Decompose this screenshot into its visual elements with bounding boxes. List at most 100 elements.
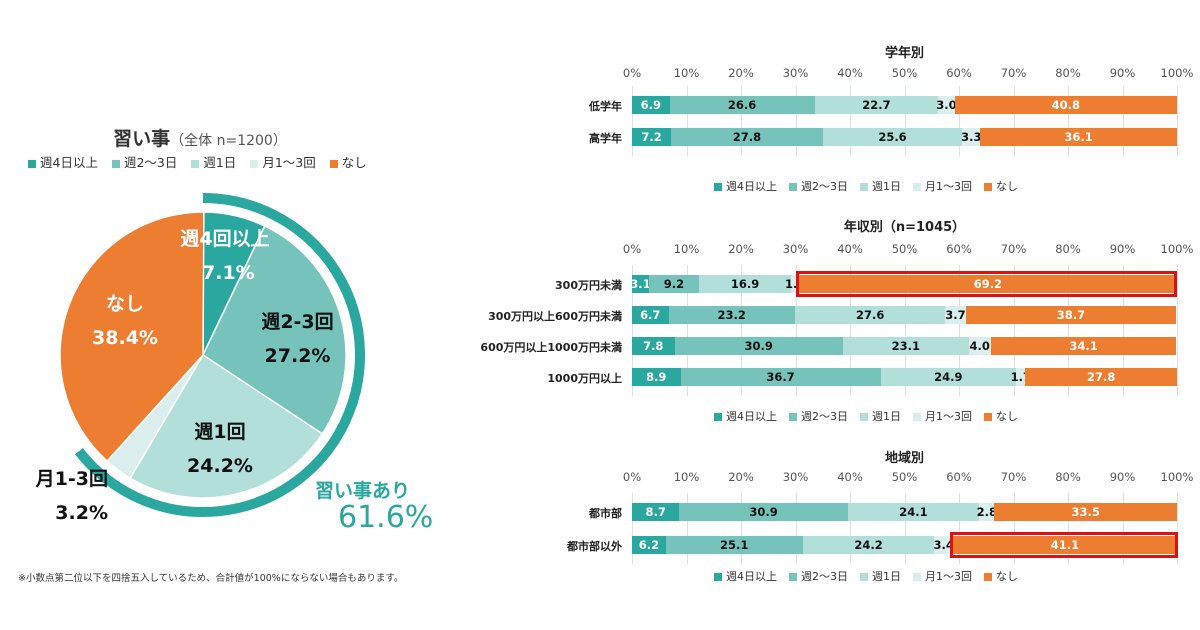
bar-segment-none: 40.8 [954,96,1177,114]
axis-tick-label: 90% [1109,242,1136,256]
pie-slice-w23 [202,224,347,435]
gridline [741,86,742,156]
axis-tick-label: 0% [622,66,642,80]
legend-item-w1: 週1日 [860,178,901,194]
bar-segment-w4: 8.7 [632,503,680,521]
legend-item-w1: 週1日 [860,408,901,424]
bar-segment-w4: 7.2 [632,128,672,146]
axis-tick-label: 100% [1160,242,1194,256]
gridline [632,265,633,396]
legend-item-w1: 週1日 [191,152,236,171]
axis-tick-label: 90% [1109,66,1136,80]
axis-tick-label: 80% [1055,66,1081,80]
bar-segment-w4: 7.8 [632,337,675,355]
legend-item-w4: 週4日以上 [28,152,98,171]
gridline [795,493,797,564]
bar-segment-none: 41.1 [953,536,1177,554]
gridline [959,86,960,156]
gridline [686,86,688,156]
bar-segment-w1: 23.1 [842,337,969,355]
bar-segment-w1: 27.6 [794,306,946,324]
bar-chart-title: 学年別 [884,46,924,61]
axis-tick-label: 0% [622,242,642,256]
axis-tick-label: 50% [891,66,918,80]
axis-tick-label: 50% [891,470,918,484]
gridline [1068,265,1069,396]
legend-item-w23: 週2〜3日 [789,408,848,424]
gridline [741,493,742,564]
pie-label-w4: 週4回以上 7.1% [180,228,270,284]
gridline [795,265,797,396]
axis-tick-label: 70% [1000,242,1027,256]
bar-segment-w1: 16.9 [699,275,792,293]
bar-segment-m13: 2.8 [976,503,997,521]
axis-tick-label: 20% [728,242,754,256]
legend-item-none: なし [329,152,367,171]
bar-segment-w4: 8.9 [632,368,681,386]
axis-tick-label: 40% [837,66,863,80]
category-label: 1000万円以上 [547,372,622,385]
highlight-box [950,532,1178,558]
bar-segment-w1: 25.6 [822,128,963,146]
bar-segment-m13: 4.0 [968,337,991,355]
axis-tick-label: 30% [782,242,809,256]
legend-swatch [714,573,722,581]
axis-tick-label: 20% [728,66,754,80]
gridline [904,265,906,396]
pie-label-none: なし 38.4% [92,293,158,349]
legend-item-m13: 月1〜3回 [250,152,316,171]
axis-tick-label: 40% [837,242,863,256]
pie-label-w23: 週2-3回 27.2% [261,311,334,367]
axis-tick-label: 60% [946,470,972,484]
axis-tick-label: 60% [946,66,972,80]
footnote: ※小数点第二位以下を四捨五入しているため、合計値が100%にならない場合もありま… [18,573,404,584]
legend-swatch [714,183,722,191]
legend-item-m13: 月1〜3回 [913,408,972,424]
legend-item-none: なし [984,178,1018,194]
legend-item-none: なし [984,568,1018,584]
bar-legend: 週4日以上 週2〜3日 週1日 月1〜3回 なし [714,568,1018,584]
legend-swatch [984,573,992,581]
bar-segment-w4: 6.9 [632,96,670,114]
pie-slice-none [59,211,205,463]
gridline [1068,86,1069,156]
gridline [632,493,633,564]
axis-tick-label: 80% [1055,242,1081,256]
axis-tick-label: 10% [673,66,700,80]
pie-chart [59,193,365,517]
legend-swatch [913,183,921,191]
bar-segment-w23: 30.9 [674,337,843,355]
gridline [1013,86,1015,156]
bar-segment-m13: 3.4 [933,536,954,554]
bar-segment-none: 36.1 [980,128,1177,146]
axis-tick-label: 70% [1000,66,1027,80]
legend-item-w23: 週2〜3日 [111,152,177,171]
gridline [1177,86,1178,156]
gridline [1122,493,1124,564]
gridline [1122,265,1124,396]
gridline [904,86,906,156]
gridline [1013,493,1015,564]
bar-segment-m13: 3.0 [936,96,957,114]
category-label: 600万円以上1000万円未満 [480,341,622,354]
annotation-value: 61.6% [338,500,434,535]
bar-legend: 週4日以上 週2〜3日 週1日 月1〜3回 なし [714,408,1018,424]
legend-swatch [789,183,797,191]
legend-item-w1: 週1日 [860,568,901,584]
axis-tick-label: 100% [1160,66,1194,80]
gridline [959,493,960,564]
legend-swatch [789,413,797,421]
legend-item-w4: 週4日以上 [714,408,777,424]
legend-swatch [913,413,921,421]
gridline [795,86,797,156]
category-label: 都市部 [589,507,622,520]
bar-segment-none: 27.8 [1025,368,1177,386]
axis-tick-label: 100% [1160,470,1194,484]
bar-segment-w23: 23.2 [668,306,795,324]
legend-item-w23: 週2〜3日 [789,178,848,194]
legend-item-m13: 月1〜3回 [913,568,972,584]
category-label: 300万円未満 [555,279,622,292]
bar-segment-w23: 30.9 [679,503,848,521]
bar-segment-none: 38.7 [965,306,1177,324]
